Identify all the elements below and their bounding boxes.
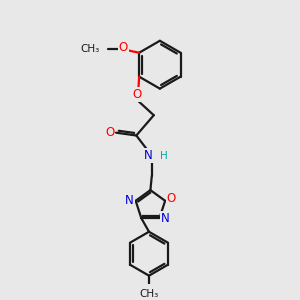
Text: N: N (144, 149, 153, 162)
Text: O: O (167, 192, 176, 205)
Text: CH₃: CH₃ (140, 289, 159, 299)
Text: O: O (118, 41, 128, 55)
Text: N: N (161, 212, 170, 225)
Text: N: N (125, 194, 134, 207)
Text: CH₃: CH₃ (80, 44, 99, 53)
Text: O: O (105, 126, 115, 139)
Text: O: O (132, 88, 142, 100)
Text: H: H (160, 151, 167, 161)
